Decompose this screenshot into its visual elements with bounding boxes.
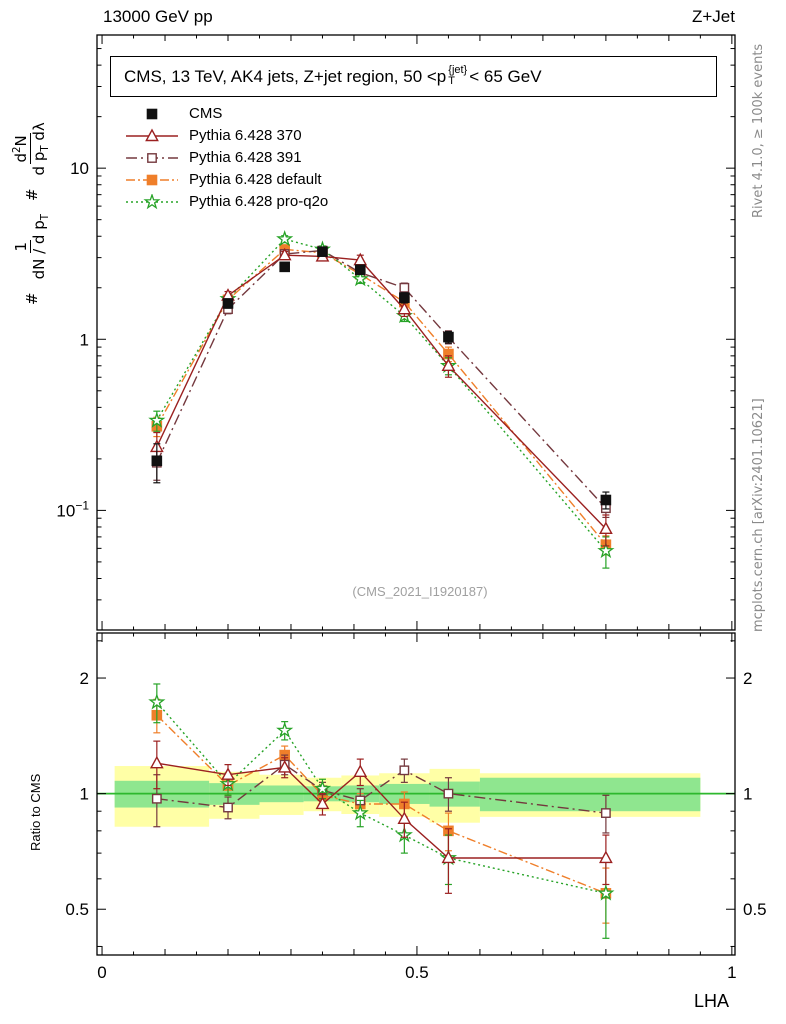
legend-item-pythia-pro-q2o: Pythia 6.428 pro-q2o <box>124 193 329 210</box>
main-y-axis-label: # 1 dN / d pT # d2N d pT dλ <box>12 122 52 305</box>
legend-item-pythia-default: Pythia 6.428 default <box>124 171 328 188</box>
beam-energy-label: 13000 GeV pp <box>103 7 213 26</box>
legend-item-pythia-370: Pythia 6.428 370 <box>124 127 328 144</box>
plot-title-box: CMS, 13 TeV, AK4 jets, Z+jet region, 50 … <box>110 56 717 97</box>
svg-text:0: 0 <box>97 963 106 982</box>
legend-marker-cms-icon <box>146 108 158 119</box>
svg-text:10: 10 <box>70 159 89 178</box>
svg-text:10−1: 10−1 <box>56 498 89 520</box>
ylabel-frac1-denominator: dN / d pT <box>29 214 51 280</box>
plot-title-pre: CMS, 13 TeV, AK4 jets, Z+jet region, 50 … <box>124 66 447 86</box>
legend: CMS Pythia 6.428 370 Pythia 6.428 391 Py… <box>124 105 329 210</box>
pt-jet-stack: {jet} T <box>448 63 468 87</box>
ylabel-hash-2: # <box>22 188 41 202</box>
svg-text:1: 1 <box>80 785 89 804</box>
ylabel-hash-1: # <box>22 292 41 305</box>
svg-text:0.5: 0.5 <box>405 963 429 982</box>
ylabel-fraction-2: d2N d pT dλ <box>12 122 52 175</box>
legend-item-cms: CMS <box>124 105 328 122</box>
ylabel-frac1-numerator: 1 <box>11 239 31 254</box>
rivet-version-label: Rivet 4.1.0, ≥ 100k events <box>751 43 766 218</box>
legend-label-pythia-pro-q2o: Pythia 6.428 pro-q2o <box>189 193 329 210</box>
ylabel-fraction-1: 1 dN / d pT <box>11 214 52 280</box>
plot-title-post: < 65 GeV <box>469 66 542 86</box>
legend-label-pythia-default: Pythia 6.428 default <box>189 171 322 188</box>
legend-item-pythia-391: Pythia 6.428 391 <box>124 149 328 166</box>
legend-marker-pythia-default-icon <box>126 174 178 185</box>
analysis-id-watermark: (CMS_2021_I1920187) <box>352 584 488 599</box>
legend-label-cms: CMS <box>189 105 223 122</box>
legend-marker-pythia-pro-q2o-icon <box>126 193 178 209</box>
x-axis-label: LHA <box>694 991 730 1011</box>
mcplots-reference-label: mcplots.cern.ch [arXiv:2401.10621] <box>751 398 766 632</box>
legend-marker-pythia-391-icon <box>126 152 178 163</box>
svg-text:2: 2 <box>80 669 89 688</box>
svg-text:1: 1 <box>727 963 736 982</box>
ratio-y-axis-label: Ratio to CMS <box>28 773 43 851</box>
legend-marker-pythia-370-icon <box>126 128 178 141</box>
svg-text:0.5: 0.5 <box>65 900 89 919</box>
legend-label-pythia-391: Pythia 6.428 391 <box>189 149 302 166</box>
svg-text:1: 1 <box>80 330 89 349</box>
ylabel-frac2-denominator: d pT dλ <box>30 122 52 176</box>
plot-title-sub: T <box>448 74 455 87</box>
svg-text:2: 2 <box>743 669 752 688</box>
svg-text:0.5: 0.5 <box>743 900 767 919</box>
ylabel-frac2-numerator: d2N <box>12 133 32 165</box>
plot-title-sup: {jet} <box>448 63 468 76</box>
process-label: Z+Jet <box>692 7 735 26</box>
legend-label-pythia-370: Pythia 6.428 370 <box>189 127 302 144</box>
svg-text:1: 1 <box>743 785 752 804</box>
